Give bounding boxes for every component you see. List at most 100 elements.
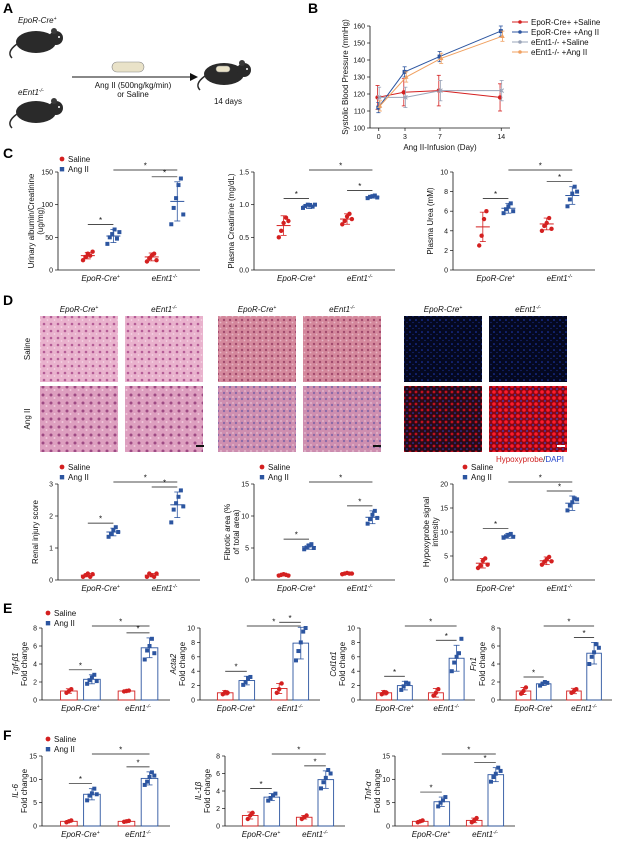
data-point: [114, 236, 119, 241]
data-point: [69, 818, 74, 823]
data-point: [309, 542, 314, 547]
treated-mouse-icon: [197, 60, 251, 91]
data-point: [375, 195, 380, 200]
data-point: [484, 209, 489, 214]
x-category-label: eEnt1-/-: [302, 830, 328, 839]
data-point: [368, 517, 373, 522]
data-point: [273, 791, 278, 796]
y-tick-label: 0: [386, 824, 390, 831]
data-point: [572, 184, 577, 189]
x-category-label: EpoR-Cre+: [81, 584, 120, 593]
data-point: [438, 88, 443, 93]
data-point: [296, 649, 301, 654]
data-point: [375, 515, 380, 520]
y-tick-label: 10: [187, 626, 195, 633]
sig-star: *: [163, 168, 166, 177]
y-axis-label: IL-6Fold change: [11, 768, 29, 813]
data-point: [298, 640, 303, 645]
data-point: [174, 196, 179, 201]
chart-f2: 0 2 4 6 8 IL-1βFold change EpoR-Cre+ eEnt1-/- * *…: [194, 746, 345, 839]
data-point: [300, 205, 305, 210]
data-point: [454, 654, 459, 659]
data-point: [246, 676, 250, 681]
data-point: [545, 680, 550, 685]
data-point: [106, 534, 111, 539]
data-point: [587, 662, 592, 666]
y-tick-label: 10: [440, 170, 448, 177]
data-point: [349, 216, 355, 222]
data-point: [279, 228, 284, 233]
data-point: [449, 669, 454, 674]
legend-marker-angii: [259, 475, 265, 480]
data-point: [542, 680, 547, 684]
x-tick-label: 3: [403, 134, 407, 141]
sig-star: *: [393, 668, 396, 677]
series-line: [377, 90, 501, 98]
legend-label: Ang II: [54, 745, 75, 754]
legend-marker-saline: [462, 464, 468, 470]
sig-star: *: [234, 663, 237, 672]
data-point: [308, 203, 313, 208]
panel-label-b: B: [308, 0, 318, 16]
y-tick-label: 8: [216, 754, 220, 761]
data-point: [457, 651, 461, 656]
data-point: [90, 572, 95, 577]
data-point: [342, 218, 347, 224]
data-point: [365, 196, 370, 201]
mouse-head: [237, 63, 251, 77]
data-point: [89, 791, 94, 796]
data-point: [478, 563, 483, 568]
data-point: [268, 796, 273, 800]
y-tick-label: 120: [353, 92, 365, 99]
data-point: [88, 253, 93, 258]
data-point: [83, 254, 88, 260]
data-point: [286, 573, 291, 578]
x-category-label: EpoR-Cre+: [412, 830, 451, 839]
data-point: [266, 798, 271, 803]
y-tick-label: 0: [49, 268, 53, 275]
data-point: [431, 693, 436, 698]
data-point: [169, 222, 174, 227]
data-point: [108, 531, 113, 536]
data-point: [493, 771, 498, 776]
y-tick-label: 100: [41, 202, 53, 209]
legend-label: Ang II: [68, 165, 89, 174]
data-point: [401, 684, 406, 689]
row-label-saline: Saline: [23, 337, 32, 360]
data-point: [592, 650, 597, 655]
micrograph-saline: [404, 316, 482, 382]
data-point: [370, 194, 375, 199]
data-point: [594, 642, 599, 647]
y-tick-label: 0: [33, 824, 37, 831]
y-tick-label: 150: [353, 41, 365, 48]
sig-star: *: [539, 162, 542, 171]
data-point: [323, 775, 328, 780]
data-point: [540, 681, 545, 686]
chart-b: 100 110 120 130 140 150 160 0 3 7 14 Ang II-Infusio…: [341, 18, 601, 152]
sig-star: *: [339, 162, 342, 171]
data-point: [441, 798, 445, 803]
legend-marker-saline: [59, 156, 65, 162]
y-tick-label: 6: [444, 209, 448, 216]
panel-label-a: A: [3, 0, 13, 16]
sig-star: *: [532, 669, 535, 678]
legend-marker-angii: [59, 167, 65, 172]
y-tick-label: 1: [49, 546, 53, 553]
legend-label: Ang II: [54, 619, 75, 628]
sig-star: *: [288, 614, 291, 623]
data-point: [302, 547, 307, 552]
data-point: [347, 211, 352, 217]
data-point: [271, 793, 275, 798]
data-point: [508, 201, 513, 206]
legend-label: Saline: [54, 609, 77, 618]
data-point: [80, 258, 86, 263]
data-point: [589, 654, 594, 659]
y-axis-label: Tnf-αFold change: [364, 768, 382, 813]
legend-label: eEnt1-/- +Saline: [531, 38, 589, 47]
x-category-label: eEnt1-/-: [152, 274, 178, 283]
y-tick-label: 4: [216, 789, 220, 796]
implanted-pump: [215, 65, 231, 73]
data-point: [433, 690, 439, 695]
x-axis-label: Ang II-Infusion (Day): [403, 143, 477, 152]
